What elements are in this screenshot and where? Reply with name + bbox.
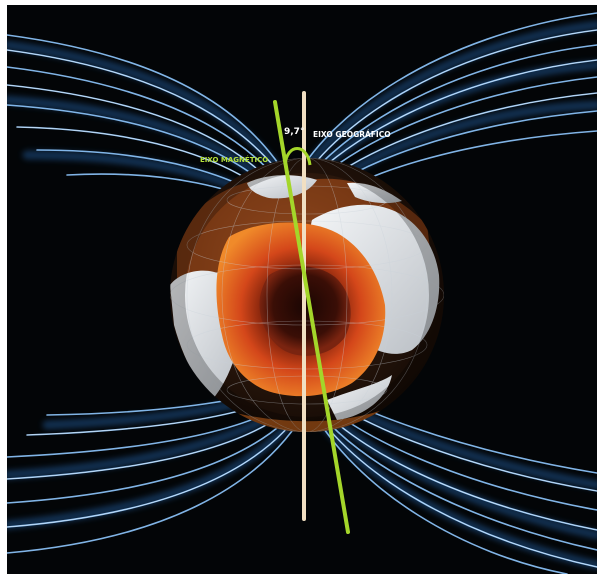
geographic-axis-label: EIXO GEOGRÁFICO — [313, 130, 391, 139]
continent-top — [247, 175, 317, 199]
continent-bottom — [327, 375, 392, 420]
magnetic-axis-line — [273, 100, 350, 534]
illustration-frame: 9,7° EIXO GEOGRÁFICO EIXO MAGNÉTICO — [7, 5, 597, 574]
angle-label: 9,7° — [284, 127, 304, 137]
continent-top-right — [347, 182, 402, 204]
earth-magnetic-field-illustration: 9,7° EIXO GEOGRÁFICO EIXO MAGNÉTICO — [7, 5, 597, 574]
angle-arc — [283, 147, 312, 166]
magnetic-axis-label: EIXO MAGNÉTICO — [200, 155, 268, 164]
